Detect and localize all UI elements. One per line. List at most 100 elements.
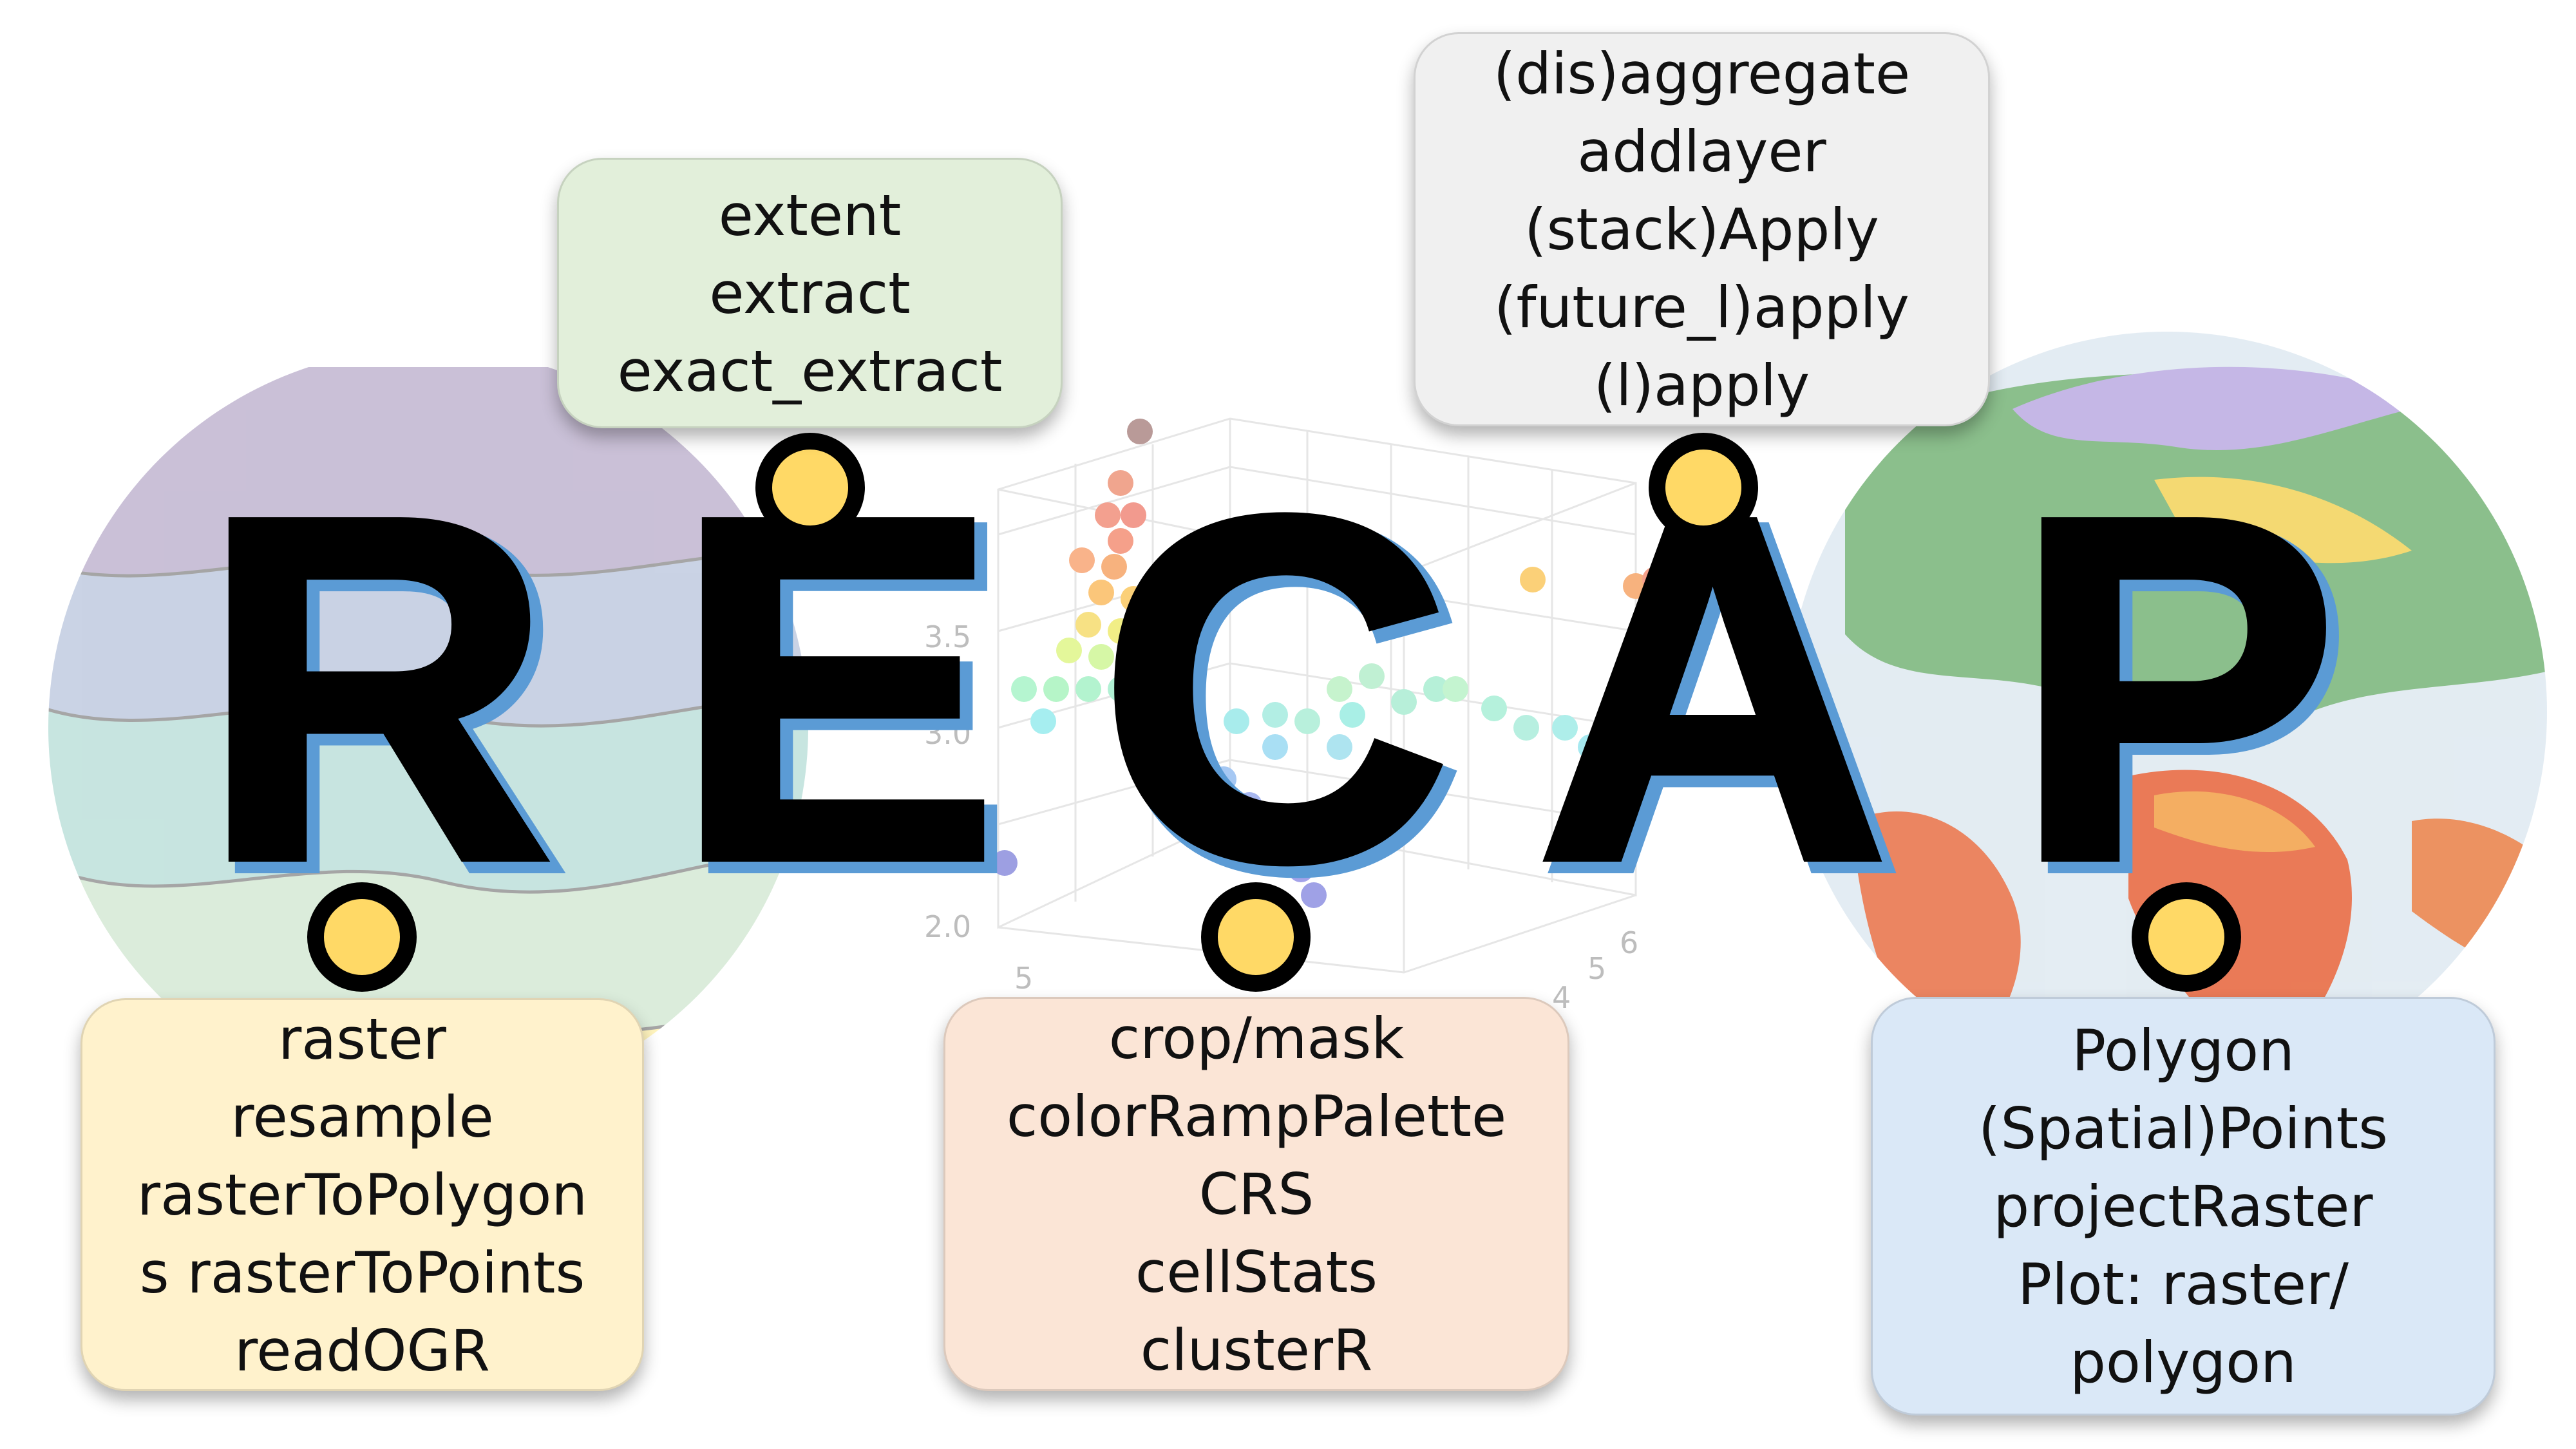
scatter-point	[1088, 580, 1114, 605]
function-label: extent	[718, 182, 902, 249]
function-label: projectRaster	[1993, 1173, 2373, 1240]
letter-c-shadow: C	[1108, 424, 1461, 971]
function-label: polygon	[2070, 1329, 2297, 1396]
function-label: resample	[231, 1083, 494, 1150]
scatter-point	[1288, 857, 1314, 882]
scatter-point	[1262, 702, 1288, 728]
scatter-point	[1513, 715, 1539, 741]
scatter-point	[1088, 644, 1114, 670]
y-tick: 6	[1620, 925, 1638, 960]
function-label: clusterR	[1140, 1316, 1373, 1383]
z-tick: 3.0	[924, 716, 971, 751]
scatter-point	[1075, 676, 1101, 702]
scatter-point	[1011, 676, 1037, 702]
scatter-point	[1365, 766, 1391, 792]
scatter-point	[1179, 708, 1204, 734]
scatter-point	[1327, 734, 1352, 760]
scatter-point	[1443, 676, 1468, 702]
scatter-point	[1236, 792, 1262, 818]
scatter-point	[1404, 792, 1430, 818]
box-polygon-functions: Polygon (Spatial)Points projectRaster Pl…	[1871, 997, 2496, 1416]
function-label: CRS	[1198, 1160, 1314, 1227]
function-label: addlayer	[1577, 118, 1826, 185]
scatter-point	[1275, 831, 1301, 857]
scatter-point	[1249, 818, 1275, 844]
scatter-point	[1075, 612, 1101, 638]
function-label: (dis)aggregate	[1493, 40, 1911, 107]
scatter3d-image: 4.0 3.5 3.0 2.5 2.0 5 4 5 6	[924, 417, 1668, 1015]
scatter-point	[1121, 502, 1146, 528]
scatter-point	[1185, 741, 1211, 766]
scatter-point	[1133, 638, 1159, 663]
letter-r-shadow: R	[209, 424, 563, 971]
scatter-point	[1211, 766, 1236, 792]
dot-a	[1649, 433, 1758, 542]
letter-c: C	[1098, 415, 1452, 962]
scatter-point	[1224, 708, 1249, 734]
x-tick: 5	[1014, 961, 1033, 996]
z-tick: 2.5	[924, 813, 971, 848]
letter-p: P	[2012, 415, 2339, 962]
z-tick: 4.0	[924, 523, 971, 558]
function-label: rasterToPolygon	[137, 1161, 588, 1228]
scatter-point	[1301, 882, 1327, 908]
scatter-point	[1294, 708, 1320, 734]
contour-bands-image	[48, 367, 808, 1108]
scatter-point	[1481, 696, 1507, 721]
dot-r	[307, 882, 417, 992]
function-label: colorRampPalette	[1006, 1083, 1507, 1150]
function-label: exact_extract	[617, 337, 1003, 404]
scatter-point	[1108, 618, 1133, 644]
scatter-point	[1391, 689, 1417, 715]
function-label: readOGR	[234, 1317, 490, 1384]
box-apply-functions: (dis)aggregate addlayer (stack)Apply (fu…	[1414, 32, 1990, 426]
function-label: raster	[278, 1005, 446, 1072]
scatter-point	[1327, 676, 1352, 702]
function-label: Plot: raster/	[2018, 1251, 2349, 1318]
function-label: Polygon	[2072, 1017, 2295, 1084]
function-label: (l)apply	[1593, 352, 1810, 419]
scatter-point	[1101, 554, 1127, 580]
scatter-point	[1127, 419, 1153, 444]
scatter-point	[1056, 638, 1082, 663]
scatter-point	[1146, 676, 1172, 702]
box-raster-functions: raster resample rasterToPolygon s raster…	[80, 998, 644, 1391]
function-label: (stack)Apply	[1524, 196, 1879, 263]
scatter-point	[1423, 676, 1449, 702]
box-extent-functions: extent extract exact_extract	[557, 158, 1063, 428]
scatter-point	[1359, 663, 1385, 689]
y-tick: 5	[1587, 951, 1606, 986]
z-tick: 3.5	[924, 620, 971, 654]
scatter-point	[1043, 676, 1069, 702]
scatter-grid	[997, 417, 1637, 974]
box-crop-functions: crop/mask colorRampPalette CRS cellStats…	[943, 997, 1569, 1391]
function-label: extract	[709, 260, 911, 327]
scatter-point	[1069, 547, 1095, 573]
function-label: s rasterToPoints	[139, 1239, 585, 1306]
dot-c	[1201, 882, 1311, 992]
function-label: (future_l)apply	[1494, 274, 1909, 341]
function-label: (Spatial)Points	[1978, 1095, 2388, 1162]
scatter-point	[1108, 470, 1133, 496]
function-label: crop/mask	[1108, 1005, 1405, 1072]
dot-e	[755, 433, 865, 542]
scatter-point	[1108, 676, 1133, 702]
scatter-point	[1095, 502, 1121, 528]
scatter-point	[1578, 734, 1604, 760]
scatter-point	[1340, 702, 1365, 728]
scatter-points	[992, 419, 1668, 908]
scatter-point	[1030, 708, 1056, 734]
scatter-point	[1552, 715, 1578, 741]
z-tick: 2.0	[924, 909, 971, 944]
scatter-point	[1520, 567, 1546, 592]
dot-p	[2132, 882, 2241, 992]
scatter-point	[1262, 734, 1288, 760]
scatter-point	[992, 850, 1018, 876]
scatter-point	[1642, 567, 1668, 592]
scatter-point	[1121, 586, 1146, 612]
letter-r: R	[200, 415, 553, 962]
scatter-point	[1108, 528, 1133, 554]
function-label: cellStats	[1135, 1238, 1378, 1305]
